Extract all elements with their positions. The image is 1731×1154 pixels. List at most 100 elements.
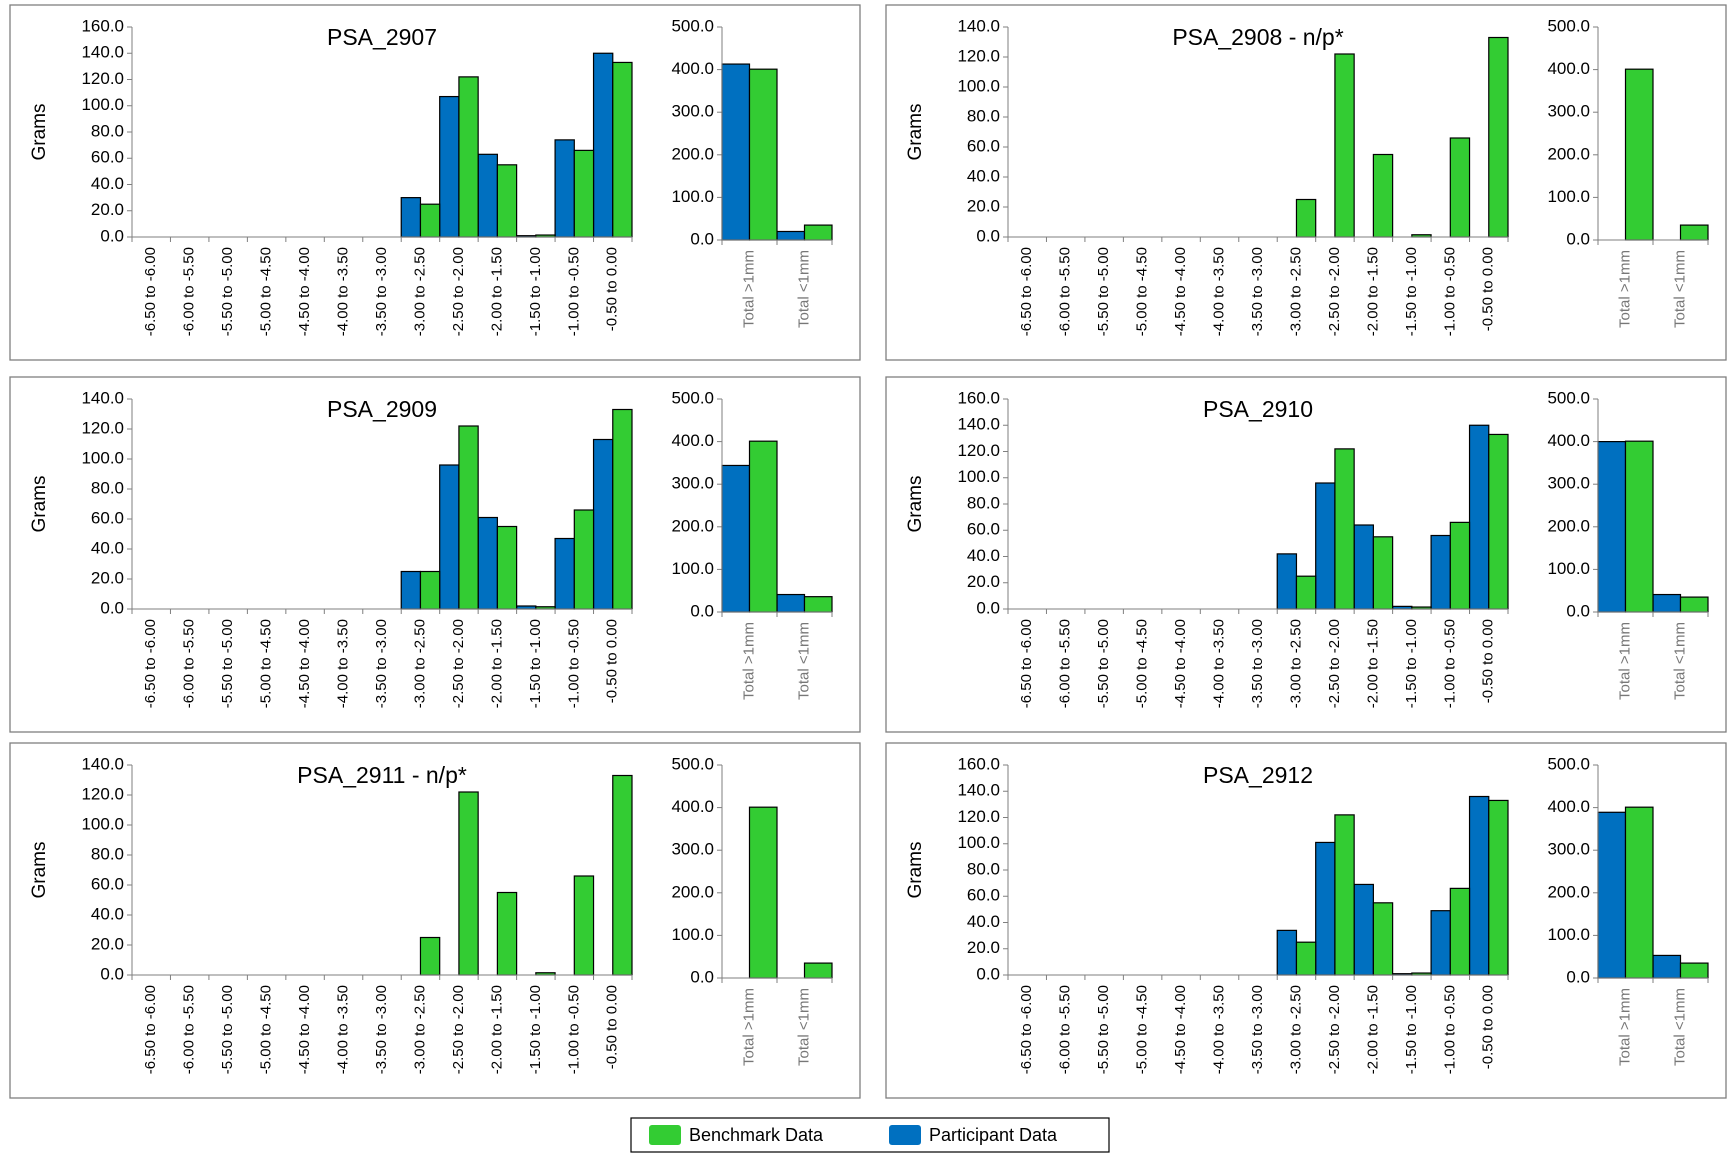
y-tick-label: 300.0 xyxy=(1547,474,1590,493)
panel-frame xyxy=(885,376,1727,733)
bar xyxy=(1430,910,1451,976)
y-tick-label: 200.0 xyxy=(671,516,714,535)
y-tick-label: 40.0 xyxy=(91,904,124,923)
x-tick-label: -6.00 to -5.50 xyxy=(181,985,198,1074)
x-tick-label: -4.00 to -3.50 xyxy=(1211,619,1228,708)
y-tick-label: 40.0 xyxy=(967,166,1000,185)
x-tick-label: Total <1mm xyxy=(795,622,812,700)
x-tick-label: -5.00 to -4.50 xyxy=(258,619,275,708)
x-tick-label: -4.00 to -3.50 xyxy=(335,247,352,336)
x-tick-label: -4.00 to -3.50 xyxy=(335,619,352,708)
x-tick-label: -4.00 to -3.50 xyxy=(1211,247,1228,336)
x-tick-label: -1.50 to -1.00 xyxy=(527,619,544,708)
y-tick-label: 140.0 xyxy=(957,415,1000,434)
y-tick-label: 300.0 xyxy=(671,102,714,121)
panel-frame xyxy=(9,742,861,1099)
x-tick-label: -3.00 to -2.50 xyxy=(411,247,428,336)
y-tick-label: 0.0 xyxy=(976,964,1000,983)
bar xyxy=(573,509,595,610)
x-tick-label: -1.00 to -0.50 xyxy=(1441,247,1458,336)
bar xyxy=(419,203,441,238)
bar xyxy=(1652,593,1682,613)
y-tick-label: 160.0 xyxy=(81,16,124,35)
x-tick-label: Total >1mm xyxy=(740,622,757,700)
legend-swatch xyxy=(649,1125,681,1145)
bar xyxy=(1315,482,1336,610)
bar xyxy=(1372,153,1394,238)
y-tick-label: 0.0 xyxy=(1566,229,1590,248)
bar xyxy=(803,596,833,613)
bar xyxy=(721,464,751,613)
y-tick-label: 200.0 xyxy=(671,144,714,163)
x-tick-label: -5.50 to -5.00 xyxy=(1095,985,1112,1074)
y-tick-label: 140.0 xyxy=(81,43,124,62)
bar xyxy=(1276,929,1298,976)
x-tick-label: Total >1mm xyxy=(1616,250,1633,328)
x-tick-label: -3.00 to -2.50 xyxy=(1287,985,1304,1074)
y-tick-label: 500.0 xyxy=(671,754,714,773)
bar xyxy=(458,76,479,238)
y-tick-label: 60.0 xyxy=(91,508,124,527)
bar xyxy=(612,61,633,238)
x-tick-label: -2.00 to -1.50 xyxy=(488,985,505,1074)
y-tick-label: 200.0 xyxy=(671,882,714,901)
bar xyxy=(1295,198,1317,238)
y-tick-label: 100.0 xyxy=(671,559,714,578)
x-tick-label: -6.50 to -6.00 xyxy=(142,985,159,1074)
y-tick-label: 0.0 xyxy=(100,226,124,245)
bar xyxy=(1624,68,1654,241)
x-tick-label: -2.50 to -2.00 xyxy=(450,619,467,708)
bar xyxy=(1679,596,1709,613)
bar xyxy=(458,791,479,976)
x-tick-label: -2.50 to -2.00 xyxy=(1326,247,1343,336)
x-tick-label: -6.50 to -6.00 xyxy=(1018,247,1035,336)
bar xyxy=(803,224,833,241)
y-tick-label: 40.0 xyxy=(967,912,1000,931)
bar xyxy=(477,153,498,238)
bar xyxy=(1353,524,1374,610)
y-tick-label: 60.0 xyxy=(967,886,1000,905)
x-tick-label: -1.50 to -1.00 xyxy=(527,985,544,1074)
bar xyxy=(592,52,614,238)
y-tick-label: 300.0 xyxy=(1547,102,1590,121)
bar xyxy=(554,537,575,610)
bar xyxy=(1624,440,1654,613)
x-tick-label: -5.00 to -4.50 xyxy=(1134,985,1151,1074)
x-tick-label: -5.00 to -4.50 xyxy=(258,985,275,1074)
y-tick-label: 100.0 xyxy=(957,833,1000,852)
y-tick-label: 120.0 xyxy=(81,69,124,88)
bar xyxy=(748,806,778,979)
bar xyxy=(554,139,575,238)
bar xyxy=(1315,841,1336,976)
y-tick-label: 100.0 xyxy=(81,814,124,833)
bar xyxy=(1372,536,1394,610)
chart-title: PSA_2909 xyxy=(327,396,437,422)
x-tick-label: -4.50 to -4.00 xyxy=(1172,247,1189,336)
x-tick-label: -3.00 to -2.50 xyxy=(411,619,428,708)
y-tick-label: 20.0 xyxy=(967,938,1000,957)
x-tick-label: -1.50 to -1.00 xyxy=(1403,985,1420,1074)
y-tick-label: 0.0 xyxy=(690,601,714,620)
x-tick-label: Total >1mm xyxy=(1616,622,1633,700)
x-tick-label: Total <1mm xyxy=(795,250,812,328)
x-tick-label: -6.00 to -5.50 xyxy=(1057,619,1074,708)
x-tick-label: -2.50 to -2.00 xyxy=(1326,619,1343,708)
x-tick-label: -2.00 to -1.50 xyxy=(1364,619,1381,708)
x-tick-label: -3.50 to -3.00 xyxy=(1249,247,1266,336)
y-tick-label: 120.0 xyxy=(81,784,124,803)
y-tick-label: 20.0 xyxy=(91,568,124,587)
y-tick-label: 100.0 xyxy=(1547,187,1590,206)
x-tick-label: -6.00 to -5.50 xyxy=(1057,247,1074,336)
y-tick-label: 200.0 xyxy=(1547,882,1590,901)
x-tick-label: -6.00 to -5.50 xyxy=(181,247,198,336)
x-tick-label: -2.00 to -1.50 xyxy=(488,619,505,708)
x-tick-label: -4.50 to -4.00 xyxy=(296,247,313,336)
x-tick-label: Total <1mm xyxy=(1671,622,1688,700)
x-tick-label: -5.00 to -4.50 xyxy=(258,247,275,336)
y-tick-label: 80.0 xyxy=(967,859,1000,878)
chart-title: PSA_2908 - n/p* xyxy=(1172,24,1343,50)
y-tick-label: 0.0 xyxy=(690,229,714,248)
y-tick-label: 100.0 xyxy=(81,448,124,467)
bar xyxy=(1353,883,1374,976)
